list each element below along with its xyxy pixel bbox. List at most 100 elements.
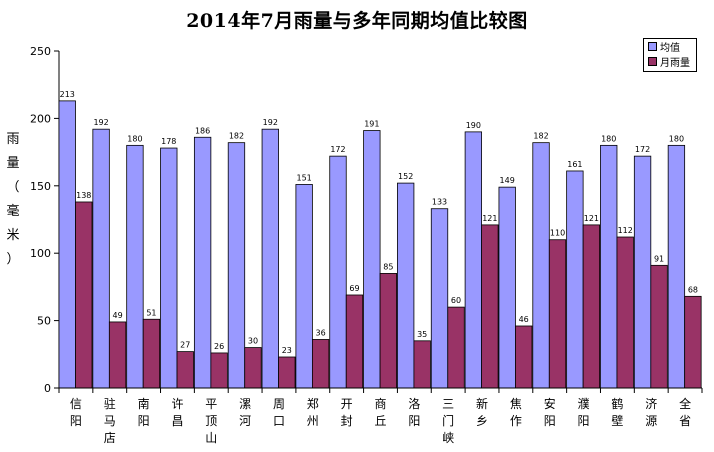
data-label-monthly: 35: [417, 330, 427, 339]
x-tick-label-char: 周: [273, 397, 285, 411]
bar-mean: [498, 186, 516, 389]
x-tick-label-char: 开: [341, 397, 353, 411]
data-label-monthly: 112: [618, 226, 633, 235]
x-tick-label-char: 济: [645, 396, 657, 411]
y-tick-label: 150: [30, 180, 51, 193]
bar-mean: [295, 184, 313, 389]
x-tick-label-char: 门: [442, 413, 454, 428]
bar-monthly: [210, 352, 228, 389]
data-label-mean: 180: [127, 134, 142, 143]
x-tick-label-char: 三: [442, 397, 454, 411]
bar-monthly: [413, 340, 431, 389]
bar-monthly: [515, 325, 533, 389]
legend-item-mean: 均值: [644, 39, 696, 54]
legend-item-monthly: 月雨量: [644, 54, 696, 69]
legend-swatch-monthly: [648, 57, 657, 66]
bar-mean: [532, 142, 550, 389]
bar-mean: [566, 170, 584, 389]
x-tick-label-char: 洛: [408, 396, 420, 411]
x-tick-label-char: 顶: [205, 414, 217, 428]
x-tick-label-char: 作: [510, 414, 522, 428]
bar-mean: [600, 144, 618, 389]
x-tick-label-char: 全: [679, 396, 691, 411]
data-label-monthly: 27: [180, 341, 190, 350]
x-tick-label-char: 马: [104, 414, 116, 428]
y-tick-label: 200: [30, 112, 51, 125]
bar-mean: [464, 131, 483, 389]
x-tick-label-char: 省: [679, 414, 691, 428]
bar-mean: [363, 130, 381, 389]
y-axis-label-char: （: [6, 180, 20, 195]
bar-mean: [227, 142, 246, 389]
bar-monthly: [650, 264, 668, 389]
data-label-monthly: 60: [451, 296, 461, 305]
x-tick-label-char: 峡: [442, 431, 454, 445]
bar-monthly: [616, 236, 634, 389]
bar-mean: [633, 155, 652, 389]
x-tick-label-char: 山: [205, 431, 217, 445]
bar-mean: [92, 128, 110, 389]
bar-mean: [329, 155, 347, 389]
data-label-monthly: 36: [316, 328, 326, 337]
data-label-monthly: 85: [383, 262, 393, 271]
x-tick-label-char: 焦: [510, 397, 522, 411]
chart-title: 2014年7月雨量与多年同期均值比较图: [186, 10, 528, 32]
x-tick-label-char: 店: [104, 431, 116, 445]
x-tick-label-char: 濮: [578, 396, 590, 411]
bar-monthly: [684, 295, 702, 389]
y-axis-label-char: 毫: [6, 204, 20, 219]
bar-mean: [430, 208, 449, 389]
y-axis-label-char: 米: [6, 228, 20, 243]
y-tick-label: 250: [30, 45, 51, 58]
bar-monthly: [75, 201, 93, 389]
x-tick-label-char: 新: [476, 396, 488, 411]
bar-monthly: [345, 294, 364, 389]
data-label-monthly: 91: [654, 254, 664, 263]
legend-label-monthly: 月雨量: [660, 58, 690, 69]
bar-monthly: [447, 306, 465, 389]
x-tick-label-char: 河: [239, 414, 251, 428]
data-label-monthly: 69: [349, 284, 359, 293]
bar-monthly: [582, 224, 601, 389]
bar-monthly: [176, 351, 194, 389]
bar-mean: [126, 144, 144, 389]
bar-mean: [160, 147, 178, 389]
x-tick-label-char: 口: [273, 414, 285, 428]
data-label-mean: 180: [601, 134, 616, 143]
data-label-monthly: 110: [550, 229, 565, 238]
data-label-mean: 192: [263, 118, 278, 127]
data-label-mean: 172: [635, 145, 650, 154]
x-tick-label-char: 阳: [544, 414, 556, 428]
data-label-monthly: 26: [214, 342, 224, 351]
x-tick-label-char: 许: [171, 397, 183, 411]
x-tick-label-char: 驻: [104, 396, 116, 411]
y-axis-label-char: 量: [6, 156, 20, 171]
x-tick-label-char: 乡: [476, 414, 488, 428]
bar-monthly: [142, 318, 161, 389]
data-label-mean: 213: [60, 90, 75, 99]
x-tick-label-char: 阳: [408, 414, 420, 428]
x-tick-label-char: 州: [307, 414, 319, 428]
y-tick-label: 100: [30, 247, 51, 260]
bar-monthly: [108, 321, 127, 389]
data-label-mean: 161: [567, 160, 582, 169]
bar-mean: [261, 128, 279, 389]
data-label-mean: 180: [669, 134, 684, 143]
bar-mean: [58, 100, 76, 389]
bar-monthly: [481, 224, 499, 389]
x-tick-label-char: 信: [70, 397, 82, 411]
data-label-mean: 133: [432, 198, 447, 207]
legend-swatch-mean: [648, 42, 657, 51]
x-tick-label-char: 商: [374, 396, 386, 411]
data-label-monthly: 138: [76, 191, 91, 200]
data-label-mean: 192: [93, 118, 108, 127]
data-label-mean: 186: [195, 126, 210, 135]
legend: 均值 月雨量: [643, 38, 697, 72]
x-tick-label-char: 壁: [611, 413, 623, 428]
data-label-mean: 151: [297, 173, 312, 182]
x-tick-label-char: 漯: [239, 397, 251, 411]
y-axis-label-char: 雨: [6, 132, 20, 147]
x-tick-label-char: 阳: [578, 414, 590, 428]
data-label-monthly: 46: [519, 315, 529, 324]
